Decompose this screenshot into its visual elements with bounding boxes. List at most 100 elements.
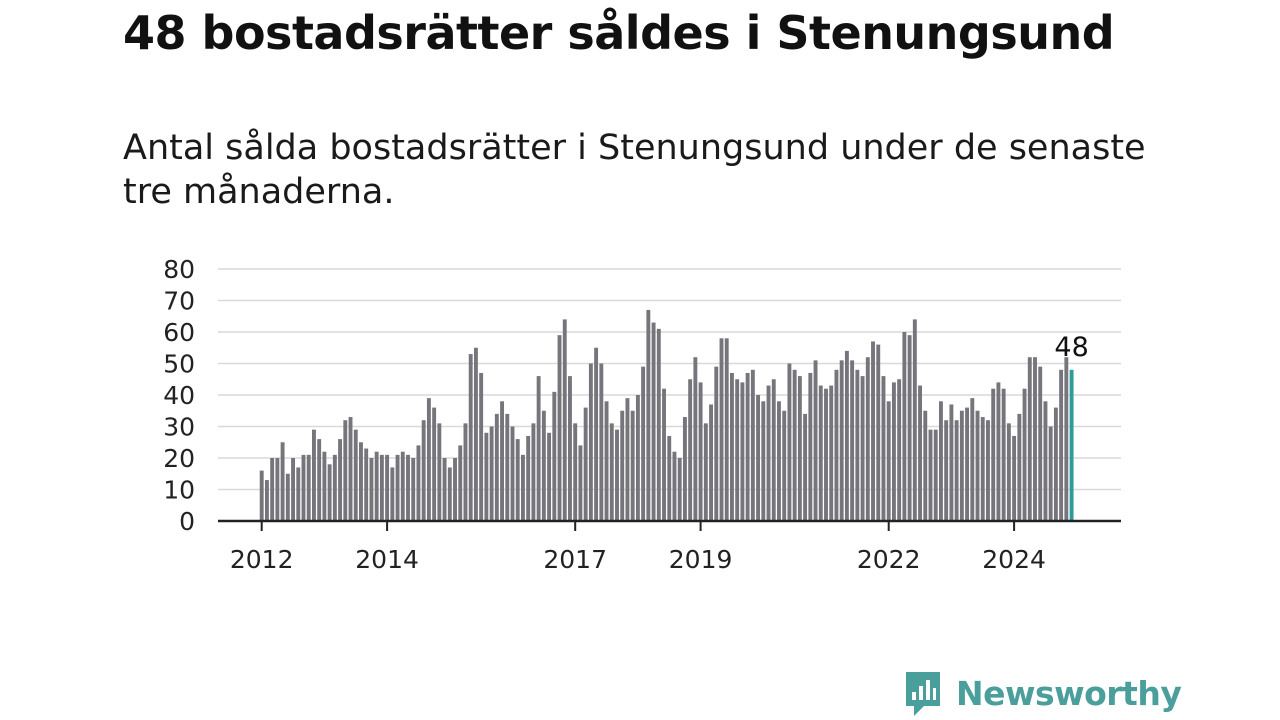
newsworthy-logo-icon xyxy=(906,672,940,716)
bar xyxy=(944,420,949,521)
last-value-label: 48 xyxy=(1054,332,1088,363)
bar xyxy=(750,369,755,521)
bar xyxy=(573,423,578,521)
bar xyxy=(635,395,640,521)
newsworthy-logo: Newsworthy xyxy=(902,668,1182,718)
bar xyxy=(740,382,745,521)
bar xyxy=(473,347,478,521)
bar xyxy=(557,335,562,521)
bar xyxy=(552,391,557,521)
bar xyxy=(965,407,970,521)
bar xyxy=(662,388,666,521)
bar xyxy=(1043,401,1048,521)
chart-subtitle: Antal sålda bostadsrätter i Stenungsund … xyxy=(123,128,1146,212)
y-tick-label: 10 xyxy=(163,476,195,505)
bar xyxy=(970,398,975,521)
bar xyxy=(761,401,766,521)
newsworthy-logo-text: Newsworthy xyxy=(956,673,1182,713)
bar xyxy=(1048,426,1053,521)
bar xyxy=(1033,357,1037,521)
bar xyxy=(547,432,552,521)
bar xyxy=(844,350,849,521)
y-tick-label: 40 xyxy=(163,381,195,410)
bar xyxy=(275,458,280,521)
bar xyxy=(651,322,656,521)
bar xyxy=(886,401,891,521)
bar xyxy=(1017,413,1022,521)
bar xyxy=(897,379,902,521)
bar xyxy=(479,372,484,521)
bar xyxy=(301,454,306,521)
bar xyxy=(803,413,808,521)
bar xyxy=(327,464,332,521)
bar xyxy=(1053,407,1058,521)
bar xyxy=(536,376,541,521)
bar xyxy=(630,410,635,521)
bar xyxy=(907,335,912,521)
bar xyxy=(562,319,567,521)
bar xyxy=(338,439,343,521)
bar xyxy=(594,347,599,521)
bar xyxy=(416,445,421,521)
bar xyxy=(332,454,337,521)
bar xyxy=(688,379,693,521)
bar xyxy=(724,338,729,521)
bar xyxy=(521,454,525,521)
bar xyxy=(500,401,504,521)
bar xyxy=(359,442,363,521)
bar xyxy=(625,398,630,521)
bar xyxy=(1059,369,1064,521)
bar xyxy=(385,454,390,521)
y-tick-label: 30 xyxy=(163,413,195,442)
bar xyxy=(505,413,510,521)
bar xyxy=(792,369,797,521)
bar xyxy=(270,458,275,521)
x-tick-label: 2019 xyxy=(669,545,733,574)
bar xyxy=(395,454,400,521)
bar xyxy=(834,369,839,521)
bar xyxy=(510,426,515,521)
bar xyxy=(463,423,468,521)
bar xyxy=(353,429,358,521)
x-tick-label: 2017 xyxy=(543,545,607,574)
y-tick-label: 20 xyxy=(163,444,195,473)
bar xyxy=(996,382,1001,521)
bar xyxy=(876,344,881,521)
bar xyxy=(432,407,437,521)
bar xyxy=(291,458,295,521)
bar xyxy=(808,372,813,521)
bar xyxy=(568,376,572,521)
bar xyxy=(682,417,687,521)
bar xyxy=(719,338,724,521)
bar xyxy=(928,429,933,521)
bar xyxy=(317,439,322,521)
bar xyxy=(646,309,651,521)
bar xyxy=(771,379,776,521)
bar xyxy=(411,458,416,521)
bar xyxy=(515,439,520,521)
bar xyxy=(306,454,311,521)
bar-highlight xyxy=(1069,369,1074,521)
bar xyxy=(777,401,781,521)
bar xyxy=(918,385,922,521)
bar xyxy=(850,360,855,521)
bar xyxy=(264,480,269,521)
bar xyxy=(902,332,907,521)
bar xyxy=(656,328,661,521)
bar xyxy=(871,341,875,521)
bar xyxy=(583,407,588,521)
bar xyxy=(667,435,672,521)
bar xyxy=(986,420,990,521)
bar xyxy=(406,454,410,521)
bar xyxy=(891,382,896,521)
bar xyxy=(442,458,447,521)
bar xyxy=(421,420,426,521)
bar xyxy=(348,417,353,521)
bar xyxy=(468,354,473,521)
bar xyxy=(813,360,818,521)
bar xyxy=(698,382,703,521)
bar xyxy=(1006,423,1011,521)
bar xyxy=(641,366,646,521)
bar xyxy=(703,423,708,521)
